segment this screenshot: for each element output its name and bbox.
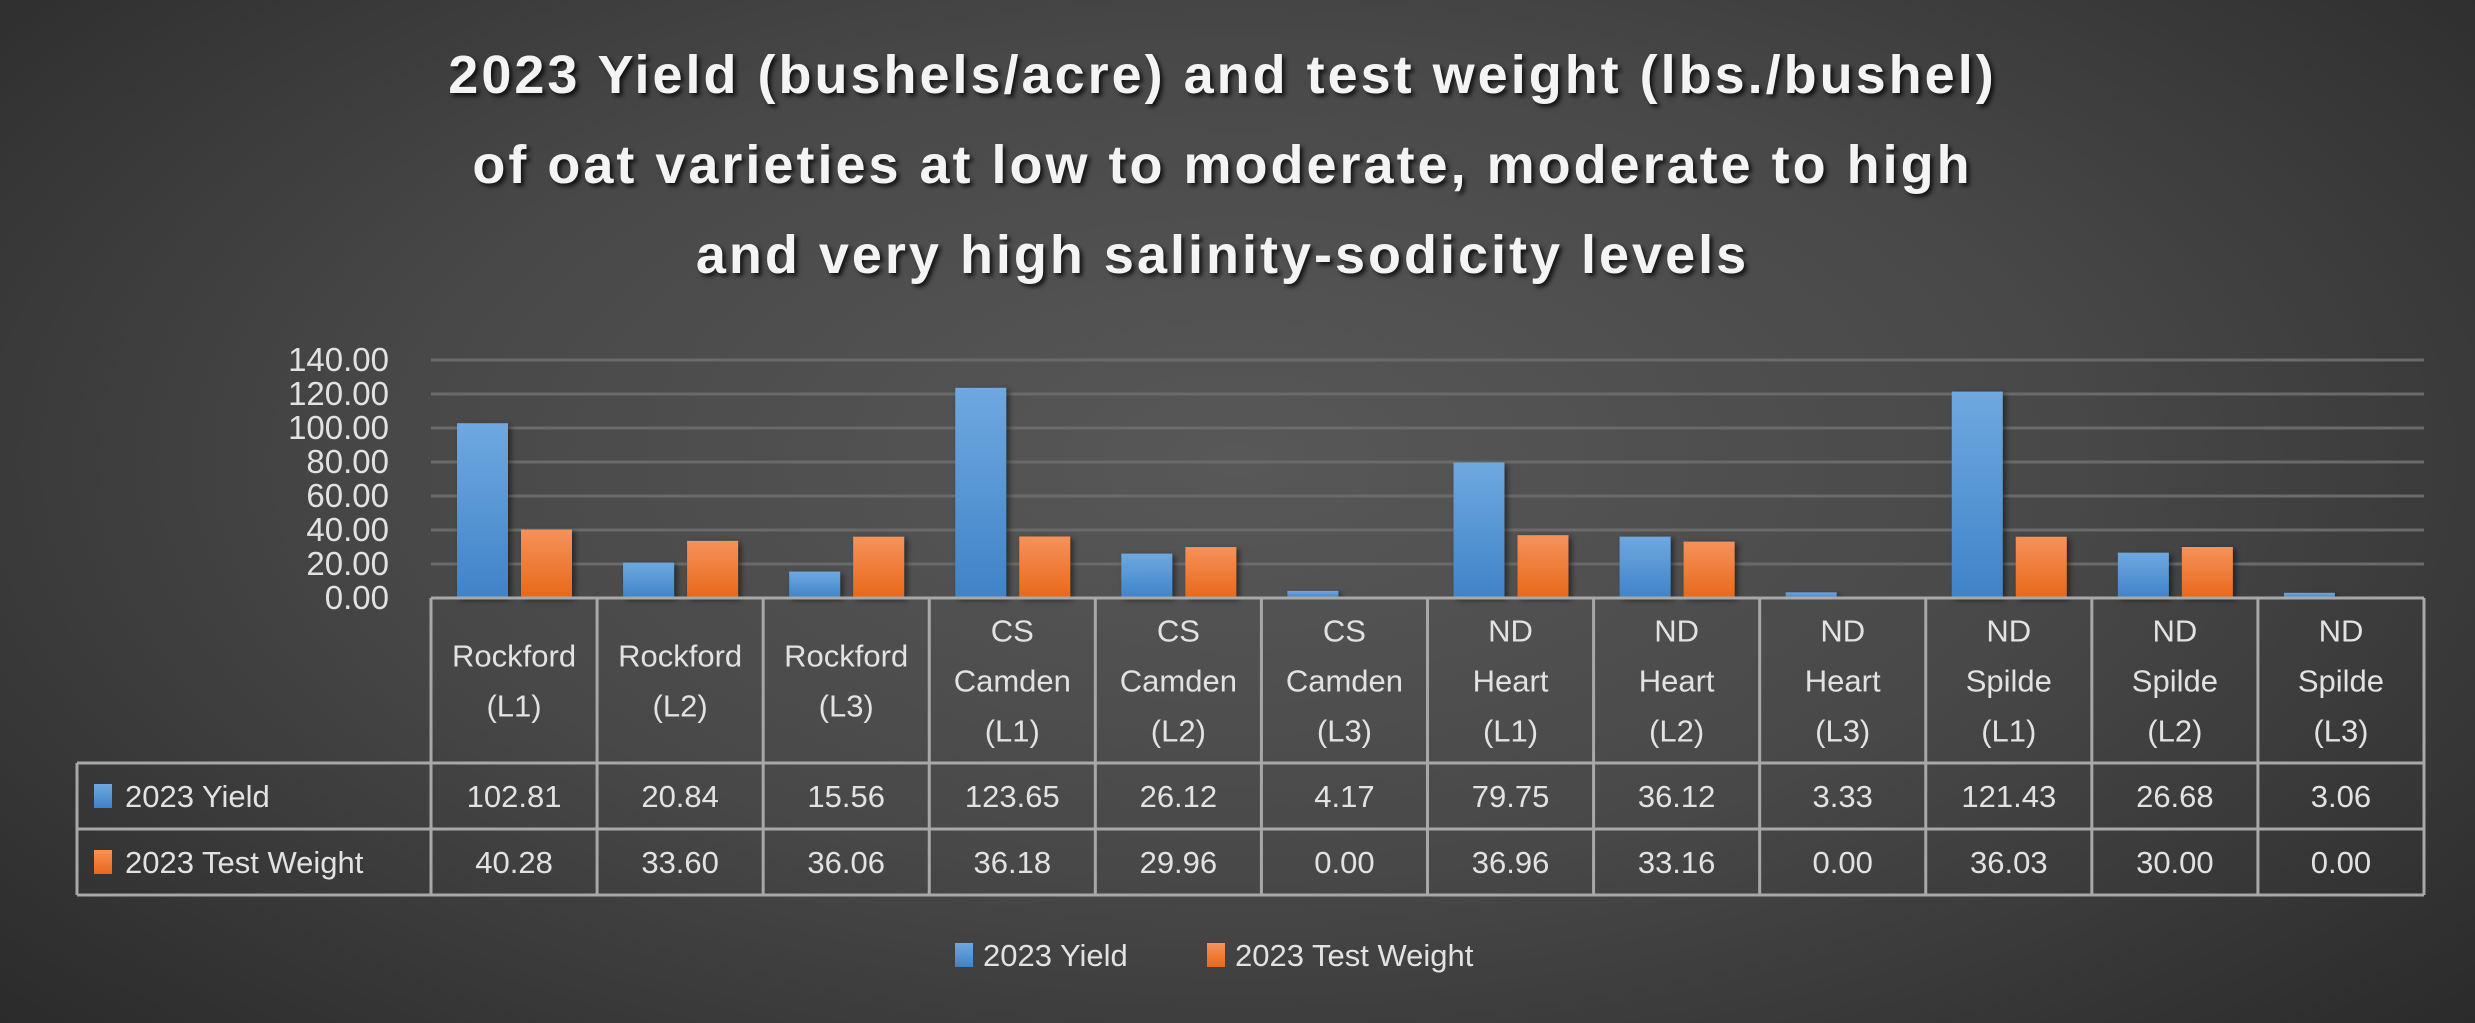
bar-yield: [1619, 536, 1671, 598]
bar-yield: [1287, 590, 1339, 598]
y-tick-label: 140.00: [288, 341, 389, 378]
category-label: ND: [1820, 614, 1865, 649]
category-label: Camden: [1120, 664, 1237, 699]
data-cell: 30.00: [2136, 845, 2214, 880]
data-cell: 3.33: [1813, 779, 1873, 814]
data-cell: 29.96: [1140, 845, 1218, 880]
y-tick-label: 100.00: [288, 409, 389, 446]
data-cell: 36.96: [1472, 845, 1550, 880]
data-cell: 3.06: [2311, 779, 2371, 814]
category-label: CS: [1323, 614, 1366, 649]
category-label: Rockford: [618, 639, 742, 674]
bar-yield: [1121, 553, 1173, 598]
bar-test-weight: [853, 536, 905, 598]
category-label: ND: [1986, 614, 2031, 649]
category-label: (L3): [1815, 714, 1870, 749]
category-label: (L3): [2313, 714, 2368, 749]
category-label: ND: [2319, 614, 2364, 649]
bar-yield: [955, 387, 1007, 598]
category-label: Heart: [1639, 664, 1715, 699]
data-cell: 33.60: [641, 845, 719, 880]
category-label: (L1): [985, 714, 1040, 749]
legend-swatch-test-weight: [1207, 943, 1225, 967]
y-tick-label: 40.00: [306, 511, 389, 548]
category-label: (L3): [1317, 714, 1372, 749]
chart-title: 2023 Yield (bushels/acre) and test weigh…: [0, 30, 2475, 300]
bar-test-weight: [1517, 535, 1569, 598]
category-label: (L2): [1649, 714, 1704, 749]
y-tick-label: 60.00: [306, 477, 389, 514]
category-label: (L2): [1151, 714, 1206, 749]
bar-test-weight: [1683, 541, 1735, 598]
data-cell: 36.12: [1638, 779, 1716, 814]
legend-label: 2023 Yield: [983, 938, 1128, 973]
legend-key-test-weight: [94, 850, 112, 874]
series-label: 2023 Test Weight: [125, 845, 364, 880]
category-label: (L1): [1483, 714, 1538, 749]
data-cell: 40.28: [475, 845, 553, 880]
data-cell: 4.17: [1314, 779, 1374, 814]
data-cell: 0.00: [2311, 845, 2371, 880]
category-label: CS: [991, 614, 1034, 649]
bar-yield: [2283, 592, 2335, 598]
data-cell: 26.12: [1140, 779, 1218, 814]
category-label: Heart: [1473, 664, 1549, 699]
bar-yield: [457, 423, 508, 598]
bar-test-weight: [1185, 547, 1237, 598]
category-label: Spilde: [2132, 664, 2218, 699]
data-cell: 26.68: [2136, 779, 2214, 814]
category-label: Rockford: [452, 639, 576, 674]
category-label: (L1): [486, 689, 541, 724]
data-cell: 36.03: [1970, 845, 2048, 880]
y-tick-label: 80.00: [306, 443, 389, 480]
bar-yield: [623, 562, 675, 598]
category-label: Spilde: [2298, 664, 2384, 699]
bar-test-weight: [2181, 547, 2233, 598]
data-cell: 33.16: [1638, 845, 1716, 880]
bar-test-weight: [687, 540, 739, 598]
data-cell: 123.65: [965, 779, 1060, 814]
category-label: (L1): [1981, 714, 2036, 749]
bar-test-weight: [521, 529, 572, 598]
legend-swatch-yield: [955, 943, 973, 967]
category-label: ND: [1654, 614, 1699, 649]
data-cell: 102.81: [467, 779, 562, 814]
y-tick-label: 120.00: [288, 375, 389, 412]
category-label: Rockford: [784, 639, 908, 674]
category-label: Heart: [1805, 664, 1881, 699]
data-cell: 36.18: [974, 845, 1052, 880]
data-cell: 0.00: [1314, 845, 1374, 880]
data-cell: 15.56: [807, 779, 885, 814]
y-tick-label: 0.00: [325, 579, 389, 616]
category-label: CS: [1157, 614, 1200, 649]
chart-title-line: of oat varieties at low to moderate, mod…: [472, 135, 1973, 195]
bar-yield: [789, 571, 841, 598]
data-cell: 79.75: [1472, 779, 1550, 814]
data-cell: 121.43: [1961, 779, 2056, 814]
legend-label: 2023 Test Weight: [1235, 938, 1474, 973]
bar-test-weight: [1019, 536, 1071, 598]
chart-title-line: 2023 Yield (bushels/acre) and test weigh…: [448, 45, 1997, 105]
data-cell: 0.00: [1813, 845, 1873, 880]
category-label: Camden: [1286, 664, 1403, 699]
bar-yield: [1785, 592, 1837, 598]
series-label: 2023 Yield: [125, 779, 270, 814]
bar-yield: [1951, 391, 2003, 598]
bar-yield: [2117, 552, 2169, 598]
data-cell: 36.06: [807, 845, 885, 880]
legend-key-yield: [94, 784, 112, 808]
category-label: ND: [2152, 614, 2197, 649]
category-label: Camden: [954, 664, 1071, 699]
y-tick-label: 20.00: [306, 545, 389, 582]
bar-test-weight: [2015, 536, 2067, 598]
category-label: (L2): [653, 689, 708, 724]
category-label: (L2): [2147, 714, 2202, 749]
category-label: ND: [1488, 614, 1533, 649]
category-label: (L3): [819, 689, 874, 724]
chart-title-line: and very high salinity-sodicity levels: [695, 225, 1750, 285]
category-label: Spilde: [1966, 664, 2052, 699]
data-cell: 20.84: [641, 779, 719, 814]
bar-yield: [1453, 462, 1505, 598]
